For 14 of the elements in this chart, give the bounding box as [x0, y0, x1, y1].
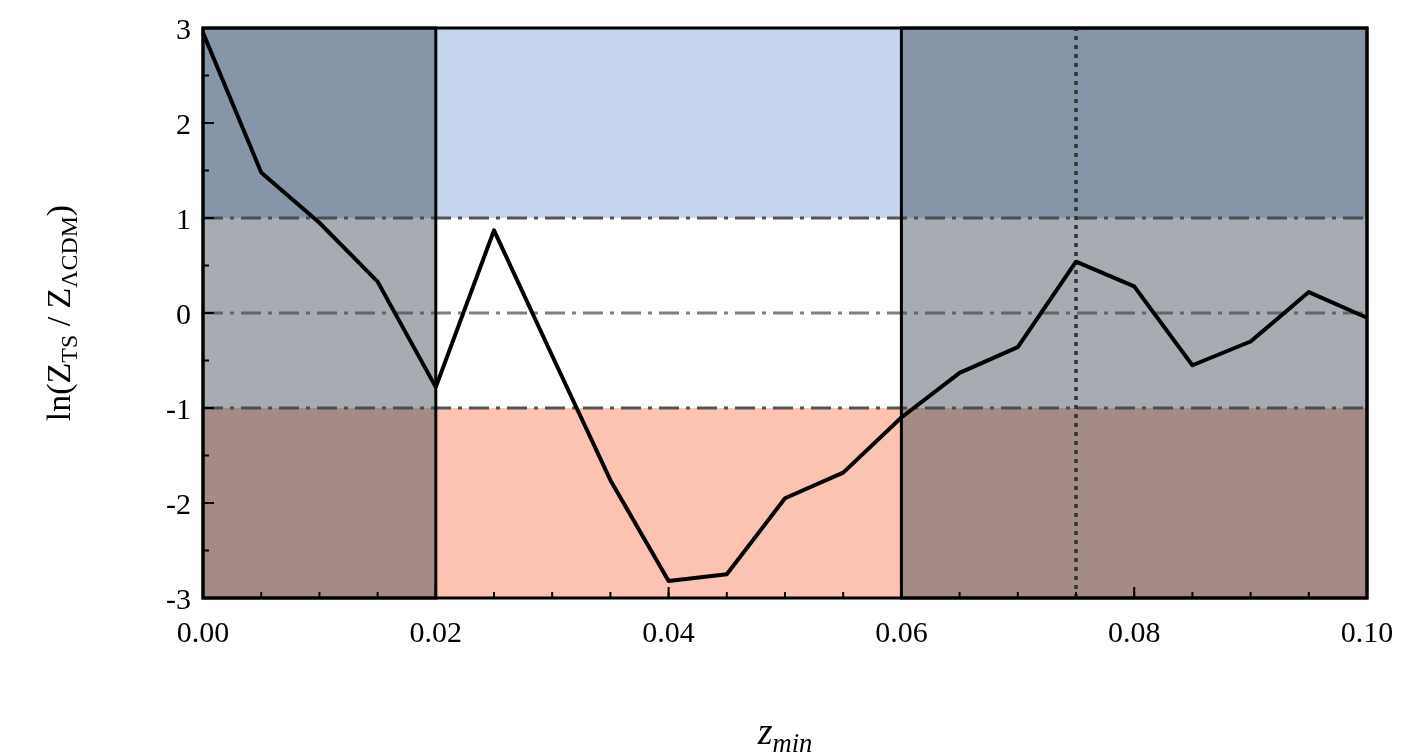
x-tick-label: 0.04 — [642, 615, 695, 648]
y-tick-label: 3 — [176, 11, 191, 45]
y-tick-label: 2 — [176, 106, 191, 140]
x-tick-label: 0.08 — [1107, 615, 1161, 648]
y-tick-label: 0 — [176, 296, 191, 330]
x-tick-label: 0.02 — [409, 615, 463, 648]
y-tick-label: -3 — [166, 581, 191, 615]
y-tick-label: -1 — [166, 391, 191, 425]
x-tick-label: 0.00 — [176, 615, 230, 648]
y-tick-label: -2 — [166, 486, 191, 520]
x-tick-label: 0.06 — [875, 615, 928, 648]
y-tick-label: 1 — [176, 201, 191, 235]
x-tick-label: 0.10 — [1340, 615, 1394, 648]
x-axis-title: z$_{min}$ — [756, 710, 813, 756]
